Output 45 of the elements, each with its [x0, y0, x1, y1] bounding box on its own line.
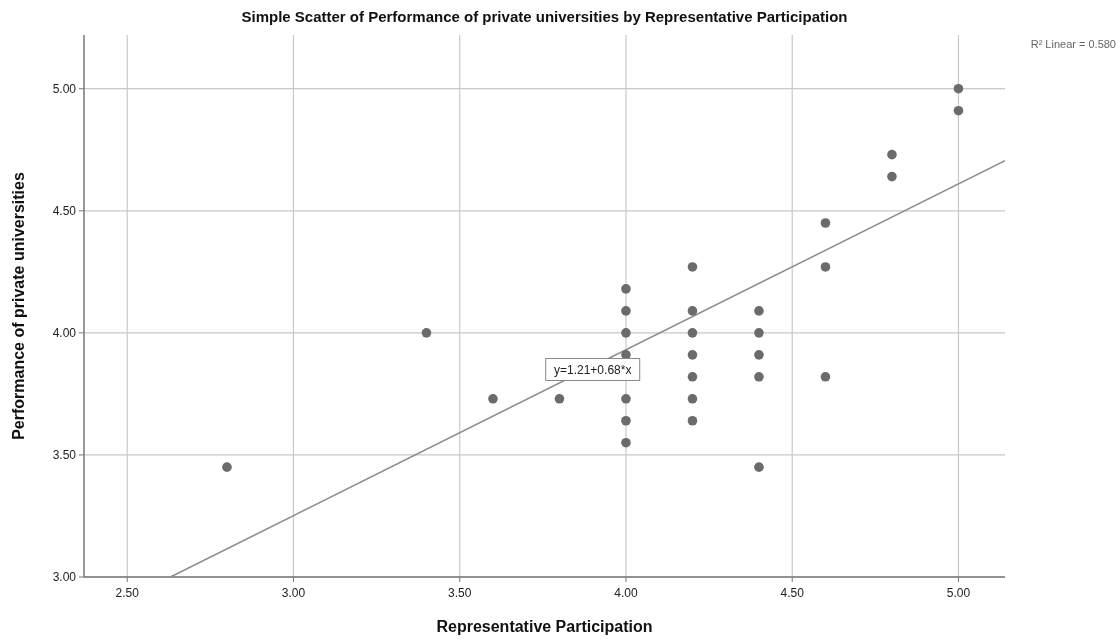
y-tick-label: 3.50	[52, 447, 77, 462]
point	[820, 262, 831, 272]
text: R² Linear = 0.580	[1030, 38, 1116, 50]
x-tick-label: 3.50	[448, 586, 472, 600]
chart-title: Simple Scatter of Performance of private universities by Representative Participation	[241, 8, 848, 25]
x-tick-label: 2.50	[115, 586, 140, 600]
point	[621, 306, 631, 316]
point	[754, 350, 764, 360]
x-axis-title: Representative Participation	[436, 618, 653, 635]
point	[887, 149, 897, 160]
point	[820, 218, 831, 228]
point	[488, 393, 498, 404]
point	[820, 372, 831, 382]
point	[687, 350, 698, 360]
point	[953, 83, 964, 94]
point	[621, 437, 631, 448]
point	[621, 415, 631, 426]
y-tick-label: 5.00	[52, 81, 77, 96]
point	[687, 328, 698, 338]
point	[687, 393, 698, 404]
point	[222, 462, 232, 472]
x-tick-label: 5.00	[946, 586, 971, 600]
y-tick-label: 4.50	[52, 203, 77, 218]
point	[554, 393, 565, 404]
point	[754, 328, 764, 338]
point	[754, 372, 764, 382]
point	[687, 372, 698, 382]
point	[687, 262, 698, 272]
point	[621, 393, 631, 404]
point	[621, 284, 631, 294]
y-tick-label: 3.00	[52, 570, 77, 584]
point	[754, 306, 764, 316]
point	[621, 328, 631, 338]
point	[754, 462, 764, 472]
point	[687, 415, 698, 426]
x-tick-label: 4.00	[614, 586, 638, 600]
x-tick-label: 4.50	[780, 586, 805, 600]
x-tick-label: 3.00	[281, 586, 306, 600]
y-tick-label: 4.00	[52, 325, 77, 340]
annotation: y=1.21+0.68*x	[554, 363, 632, 378]
y-axis-title: Performance of private universities	[10, 172, 27, 440]
point	[887, 171, 897, 182]
point	[687, 306, 698, 316]
point	[953, 105, 964, 116]
point	[421, 328, 432, 338]
